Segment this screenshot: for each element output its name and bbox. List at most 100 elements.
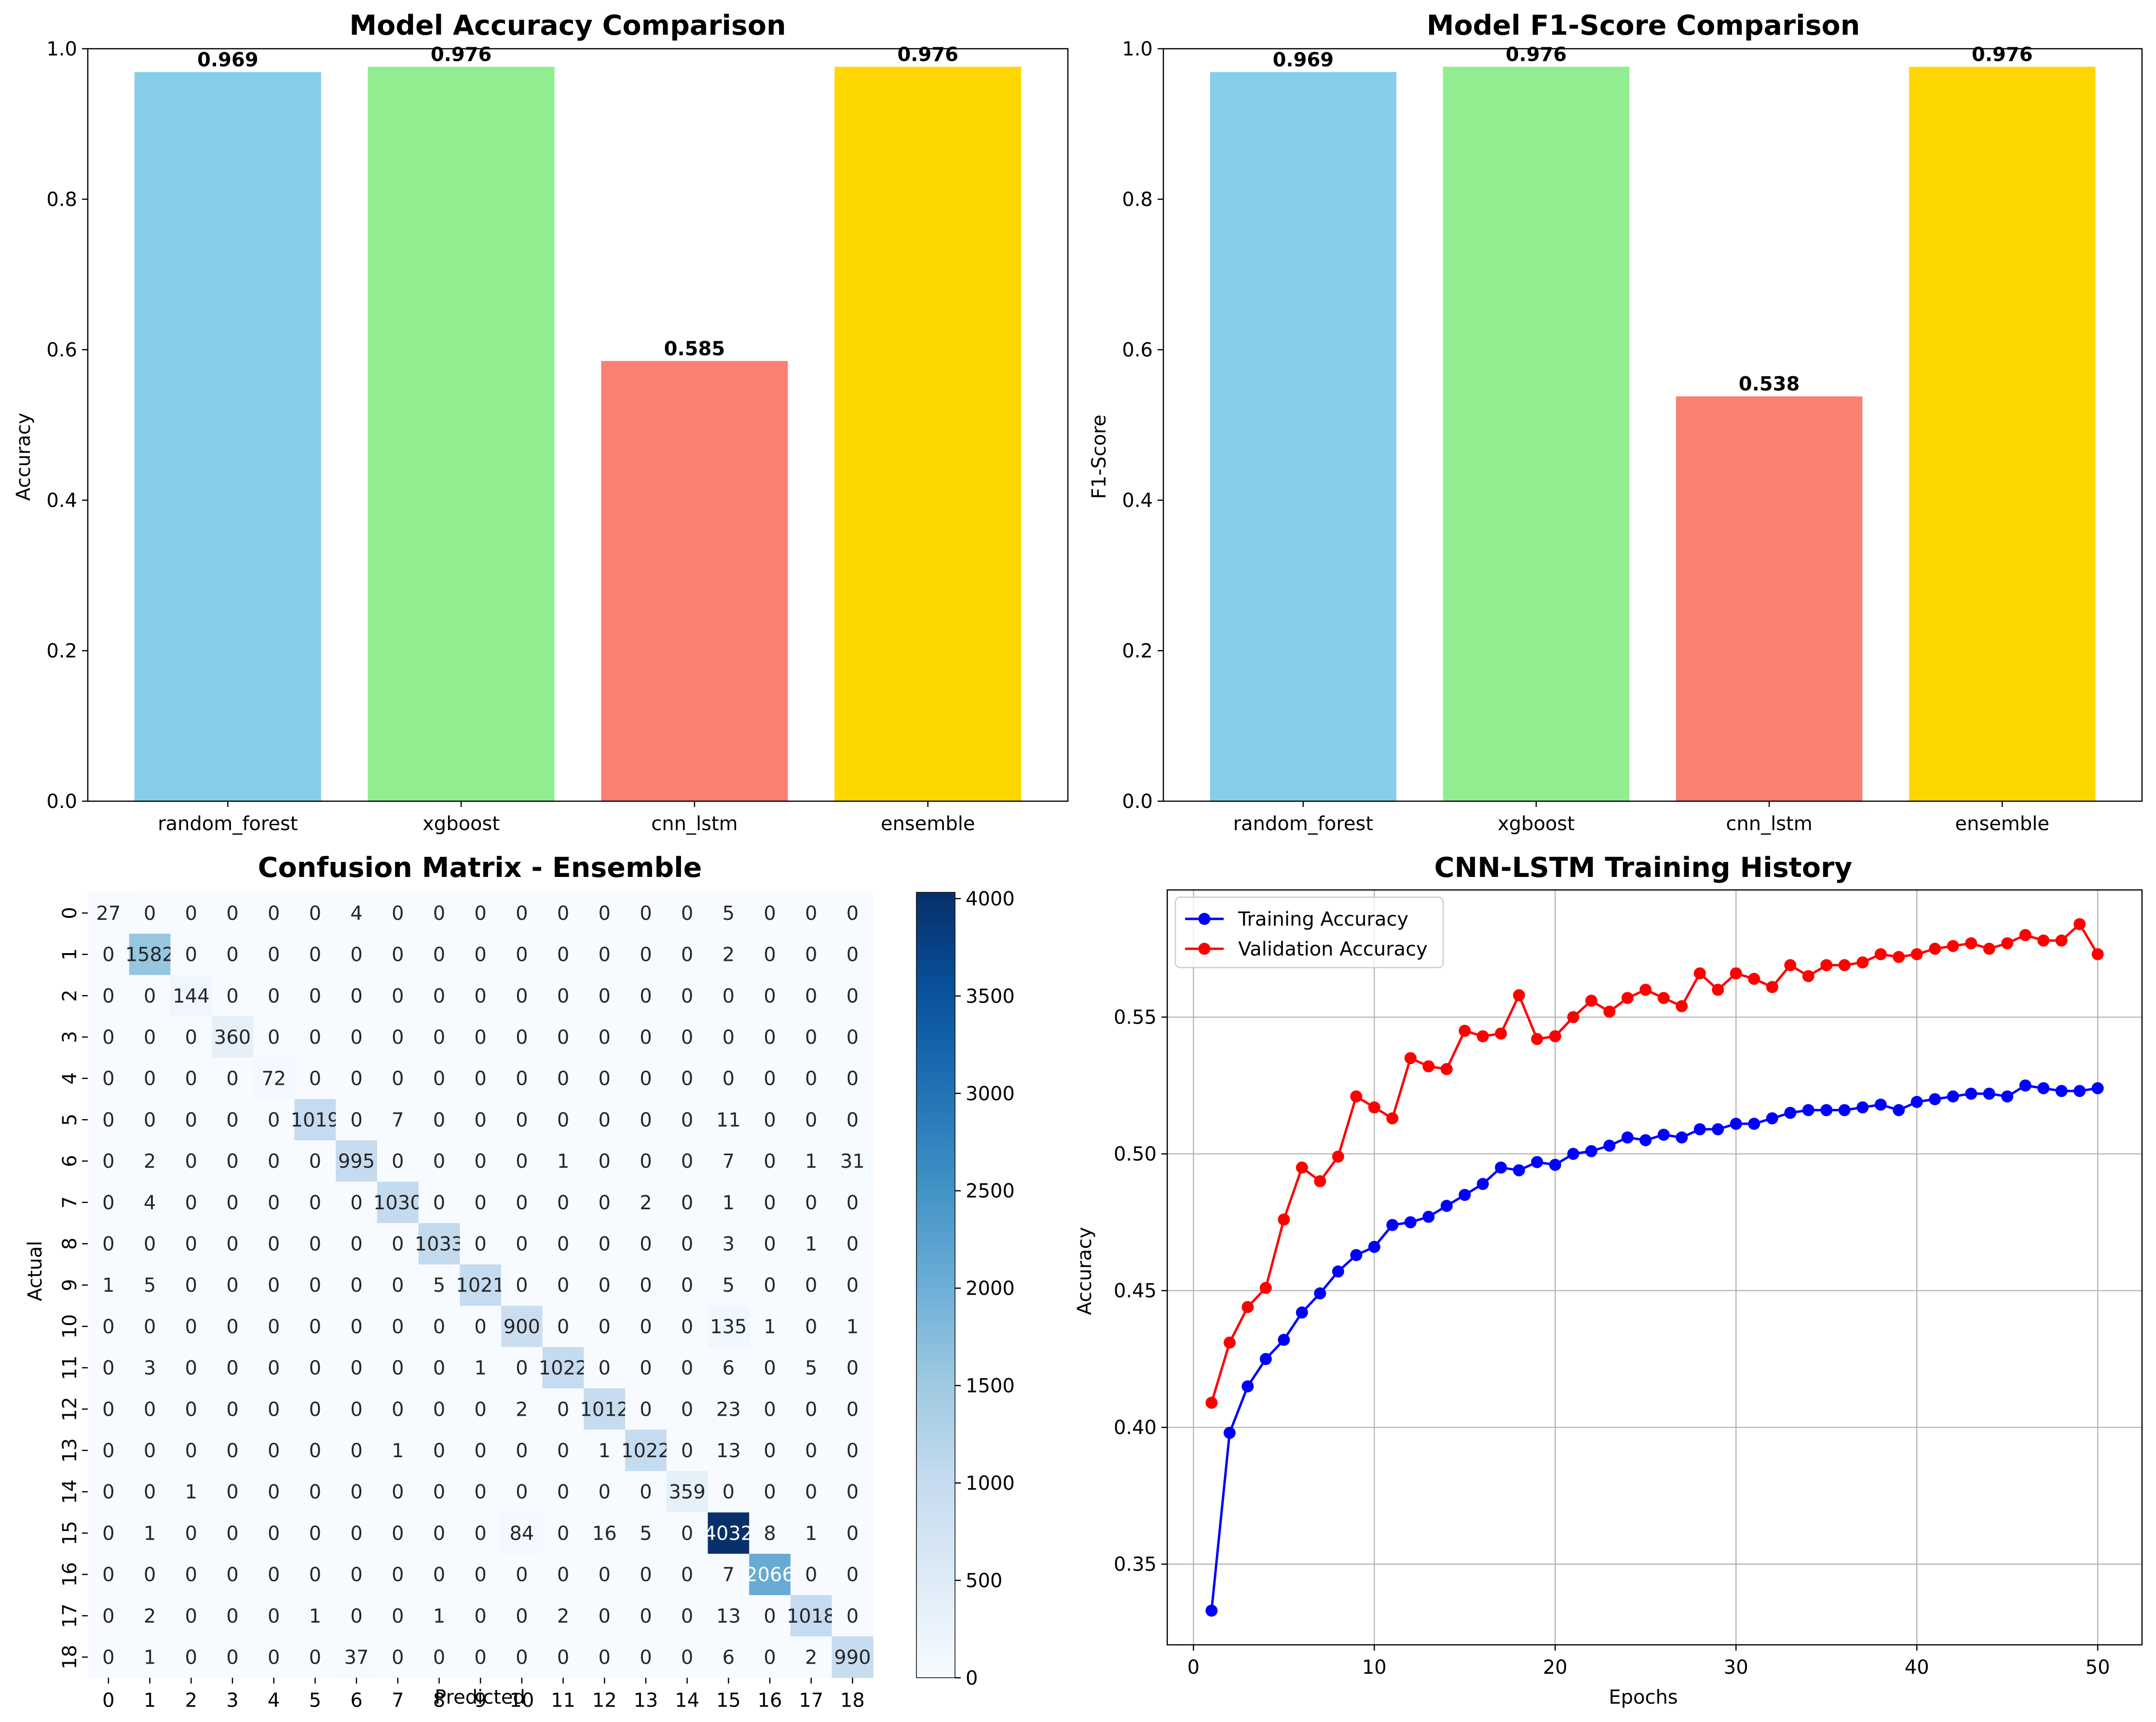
heatmap-cell — [294, 1512, 336, 1554]
heatmap-cell-value: 0 — [350, 1398, 362, 1421]
heatmap-cell-value: 0 — [599, 1605, 611, 1627]
heatmap-cell-value: 0 — [102, 1481, 114, 1503]
heatmap-cell-value: 0 — [640, 1274, 652, 1297]
heatmap-cell-value: 0 — [433, 1398, 445, 1421]
heatmap-cell — [88, 1471, 130, 1513]
heatmap-cell-value: 0 — [392, 1357, 404, 1380]
heatmap-cell-value: 0 — [474, 1646, 486, 1668]
heatmap-cell — [625, 933, 667, 975]
heatmap-cell — [749, 1388, 791, 1430]
data-point-validation-accuracy — [1350, 1090, 1363, 1103]
data-point-training-accuracy — [1350, 1249, 1363, 1261]
heatmap-cell — [666, 1471, 708, 1513]
heatmap-cell — [129, 1306, 171, 1348]
heatmap-cell-value: 1 — [309, 1605, 321, 1627]
x-tick-label: 40 — [1905, 1656, 1929, 1679]
heatmap-cell — [129, 1099, 171, 1141]
heatmap-cell-value: 0 — [516, 1068, 528, 1090]
heatmap-cell — [790, 1140, 832, 1182]
heatmap-cell-value: 0 — [723, 1026, 735, 1049]
heatmap-cell-value: 0 — [309, 1398, 321, 1421]
heatmap-cell-value: 0 — [102, 1440, 114, 1462]
heatmap-cell — [212, 1057, 254, 1099]
heatmap-cell — [832, 1512, 873, 1554]
data-point-validation-accuracy — [1314, 1175, 1326, 1188]
heatmap-cell-value: 0 — [102, 1109, 114, 1131]
heatmap-cell — [501, 1347, 543, 1389]
heatmap-cell-value: 0 — [226, 1192, 238, 1214]
heatmap-cell-value: 0 — [846, 1522, 859, 1544]
heatmap-cell-value: 0 — [392, 944, 404, 966]
y-tick-label: 18 — [59, 1645, 81, 1669]
heatmap-cell — [542, 975, 584, 1017]
heatmap-cell — [294, 1471, 336, 1513]
heatmap-cell-value: 0 — [185, 902, 197, 925]
data-point-training-accuracy — [2019, 1079, 2032, 1092]
x-tick-label: 8 — [433, 1689, 445, 1711]
heatmap-cell-value: 0 — [846, 944, 859, 966]
heatmap-cell — [294, 1223, 336, 1265]
heatmap-cell-value: 0 — [392, 1068, 404, 1090]
heatmap-cell — [170, 1347, 212, 1389]
heatmap-cell-value: 0 — [557, 1274, 569, 1297]
y-tick-label: 13 — [59, 1438, 81, 1462]
heatmap-cell — [294, 1016, 336, 1058]
heatmap-cell — [584, 1181, 626, 1224]
heatmap-cell-value: 0 — [805, 1440, 817, 1462]
heatmap-cell-value: 0 — [557, 1398, 569, 1421]
heatmap-cell-value: 0 — [681, 1357, 693, 1380]
heatmap-cell — [832, 892, 873, 934]
bar-cnn_lstm — [1676, 396, 1863, 801]
heatmap-cell-value: 0 — [309, 1233, 321, 1255]
heatmap-cell — [170, 1016, 212, 1058]
heatmap-cell — [129, 1181, 171, 1224]
data-point-validation-accuracy — [1639, 984, 1652, 996]
heatmap-cell — [790, 892, 832, 934]
heatmap-cell — [418, 1430, 460, 1472]
heatmap-cell — [294, 1347, 336, 1389]
data-point-validation-accuracy — [1332, 1150, 1344, 1163]
heatmap-cell — [542, 1554, 584, 1596]
heatmap-cell — [790, 933, 832, 975]
heatmap-cell-value: 0 — [350, 1192, 362, 1214]
heatmap-cell — [460, 975, 502, 1017]
heatmap-cell — [749, 1512, 791, 1554]
heatmap-cell — [749, 1306, 791, 1348]
y-tick-label: 12 — [59, 1397, 81, 1421]
heatmap-cell-value: 0 — [350, 1357, 362, 1380]
heatmap-cell — [377, 975, 419, 1017]
heatmap-cell-value: 0 — [599, 1233, 611, 1255]
heatmap-cell-value: 4032 — [704, 1522, 753, 1544]
heatmap-cell-value: 0 — [433, 1646, 445, 1668]
heatmap-cell-value: 0 — [102, 1068, 114, 1090]
heatmap-cell — [460, 1512, 502, 1554]
heatmap-cell — [749, 1140, 791, 1182]
heatmap-cell — [584, 1430, 626, 1472]
heatmap-cell — [212, 1636, 254, 1678]
heatmap-cell — [790, 1223, 832, 1265]
y-tick-label: 0.4 — [46, 490, 77, 512]
heatmap-cell — [666, 1223, 708, 1265]
heatmap-cell-value: 0 — [681, 1316, 693, 1338]
plot-frame — [1162, 48, 2143, 802]
heatmap-cell-value: 0 — [350, 1522, 362, 1544]
heatmap-cell-value: 0 — [723, 1481, 735, 1503]
heatmap-cell — [666, 1016, 708, 1058]
heatmap-cell-value: 0 — [185, 1026, 197, 1049]
heatmap-cell-value: 0 — [268, 1605, 280, 1627]
heatmap-cell — [88, 1430, 130, 1472]
heatmap-cell — [294, 1264, 336, 1306]
heatmap-cell — [336, 1057, 378, 1099]
x-tick-label: 5 — [309, 1689, 321, 1711]
x-tick-label-random_forest: random_forest — [1233, 813, 1373, 835]
heatmap-cell — [542, 1057, 584, 1099]
heatmap-cell — [708, 1306, 750, 1348]
heatmap-cell-value: 1 — [185, 1481, 197, 1503]
heatmap-cell-value: 0 — [309, 1316, 321, 1338]
heatmap-cell-value: 0 — [805, 1398, 817, 1421]
heatmap-cell-value: 2066 — [745, 1564, 794, 1586]
heatmap-cell-value: 1019 — [290, 1109, 340, 1131]
accuracy-chart-title: Model Accuracy Comparison — [349, 10, 786, 41]
heatmap-cell-value: 0 — [309, 1481, 321, 1503]
bar-value-label-xgboost: 0.976 — [1506, 43, 1567, 66]
